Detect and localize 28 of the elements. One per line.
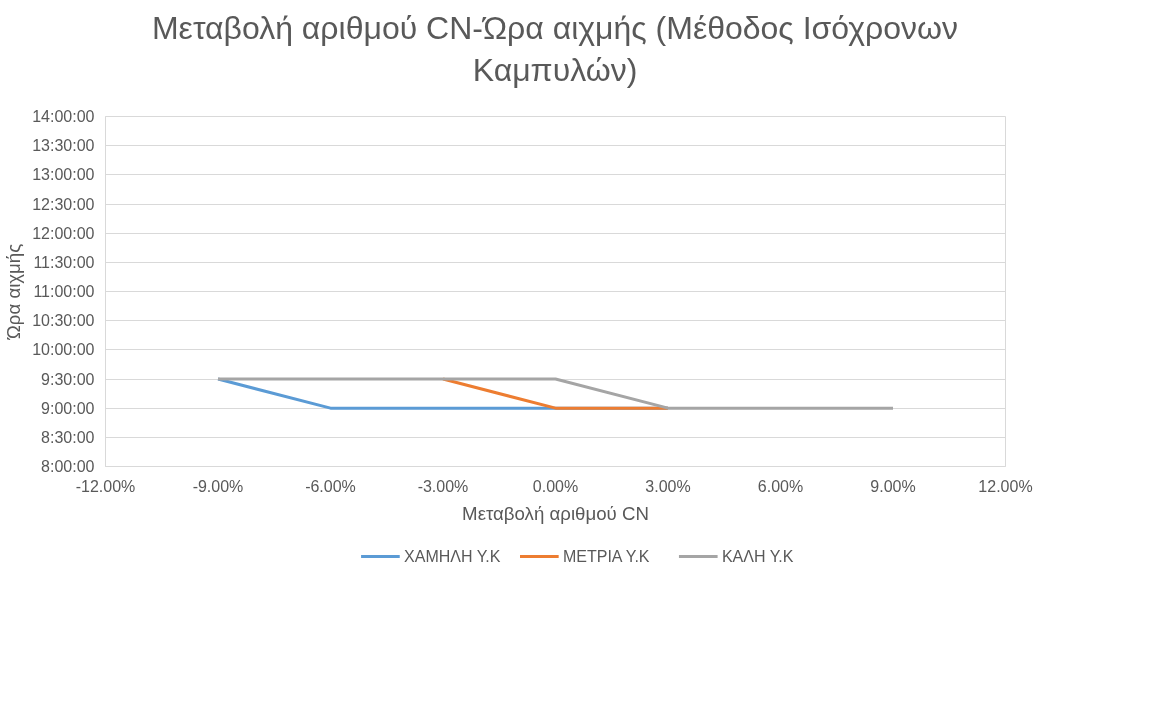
y-tick-label: 11:30:00 <box>33 254 95 272</box>
y-tick-label: 10:00:00 <box>32 341 95 359</box>
x-tick-label: 0.00% <box>532 477 579 495</box>
x-tick-label: 6.00% <box>757 477 804 495</box>
y-tick-label: 10:30:00 <box>32 312 95 330</box>
legend-label: ΧΑΜΗΛΗ Υ.Κ <box>404 548 501 566</box>
y-tick-label: 14:00:00 <box>32 108 95 126</box>
y-tick-label: 9:00:00 <box>41 399 95 417</box>
x-tick-label: -12.00% <box>75 477 136 495</box>
y-tick-label: 8:30:00 <box>41 429 95 447</box>
y-axis-title: Ώρα αιχμής <box>3 243 25 341</box>
chart-title: Μεταβολή αριθμού CN-Ώρα αιχμής (Μέθοδος Ισόχρονων Καμπυλών) <box>151 9 959 90</box>
x-tick-label: -3.00% <box>417 477 469 495</box>
x-tick-label: 12.00% <box>978 477 1033 495</box>
x-tick-label: -6.00% <box>305 477 356 495</box>
x-tick-label: 9.00% <box>870 477 916 495</box>
y-tick-label: 12:30:00 <box>32 195 95 213</box>
legend-label: ΚΑΛΗ Υ.Κ <box>721 548 794 566</box>
y-tick-label: 12:00:00 <box>32 224 95 242</box>
legend-label: ΜΕΤΡΙΑ Υ.Κ <box>562 548 650 566</box>
y-tick-label: 13:30:00 <box>32 137 95 155</box>
x-tick-label: -9.00% <box>192 477 244 495</box>
y-tick-label: 13:00:00 <box>32 166 95 184</box>
y-tick-label: 9:30:00 <box>41 370 95 388</box>
y-tick-label: 8:00:00 <box>41 458 95 476</box>
x-tick-label: 3.00% <box>645 477 691 495</box>
x-axis-title: Μεταβολή αριθμού CN <box>462 502 649 524</box>
y-tick-label: 11:00:00 <box>33 283 95 301</box>
